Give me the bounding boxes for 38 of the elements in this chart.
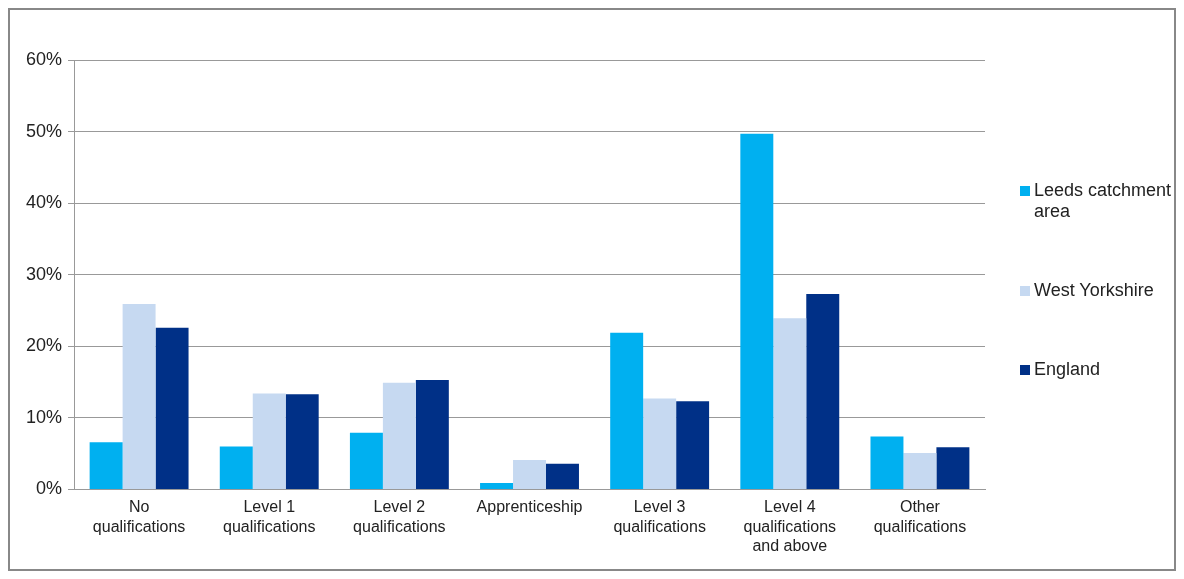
bar <box>285 394 319 489</box>
bar <box>546 463 579 489</box>
bar <box>773 318 807 489</box>
bar <box>349 432 383 489</box>
bar <box>382 382 416 489</box>
bar <box>870 436 904 489</box>
x-tick-label: Level 2 qualifications <box>353 498 446 535</box>
bar <box>740 133 774 489</box>
legend-label: Leeds catchment area <box>1034 180 1173 222</box>
bar <box>903 452 937 489</box>
y-tick-label: 30% <box>26 263 63 284</box>
y-tick-label: 40% <box>26 192 63 213</box>
x-tick-label: Level 1 qualifications <box>222 498 316 535</box>
x-tick-label: Apprenticeship <box>476 498 583 516</box>
x-tick-label: Other qualifications <box>873 498 967 535</box>
bar <box>480 482 514 489</box>
legend-label: West Yorkshire <box>1034 280 1154 301</box>
y-tick-label: 20% <box>26 335 63 356</box>
y-tick-label: 60% <box>26 48 63 69</box>
y-tick-label: 50% <box>26 120 63 141</box>
bar <box>610 332 644 489</box>
legend-label: England <box>1034 359 1101 380</box>
y-tick-label: 10% <box>26 406 63 427</box>
bar <box>219 446 253 489</box>
bar <box>155 327 189 489</box>
x-tick-label: Level 4 qualifications and above <box>743 498 837 554</box>
bar <box>806 294 840 489</box>
bar <box>415 379 449 489</box>
bar <box>936 447 970 489</box>
x-tick-label: Level 3 qualifications <box>613 498 706 535</box>
x-tick-label: No qualifications <box>92 498 186 535</box>
bar <box>89 442 123 489</box>
bar <box>513 460 546 489</box>
y-tick-label: 0% <box>36 478 63 499</box>
bar <box>252 393 286 489</box>
bar <box>676 401 710 489</box>
bar <box>122 304 156 489</box>
bar <box>643 398 677 489</box>
